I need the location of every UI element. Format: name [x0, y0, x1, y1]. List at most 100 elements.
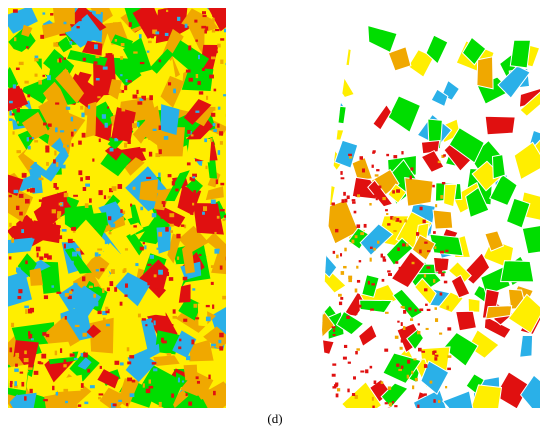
speckle: [87, 368, 91, 373]
speckle: [378, 194, 382, 199]
speckle: [149, 95, 153, 101]
speckle: [52, 385, 55, 391]
land-patch: [135, 292, 166, 317]
speckle: [8, 284, 13, 289]
land-patch: [86, 324, 102, 338]
speckle: [343, 265, 347, 269]
speckle: [347, 361, 351, 364]
speckle: [202, 11, 206, 15]
speckle: [401, 151, 404, 155]
speckle: [371, 396, 374, 401]
speckle: [11, 237, 14, 243]
speckle: [223, 94, 226, 97]
speckle: [348, 153, 352, 156]
speckle: [24, 198, 30, 204]
speckle: [336, 254, 339, 259]
speckle: [184, 23, 188, 28]
speckle: [169, 213, 175, 218]
speckle: [397, 247, 400, 251]
speckle: [340, 177, 345, 180]
speckle: [356, 265, 359, 269]
speckle: [63, 359, 67, 363]
speckle: [371, 164, 374, 168]
speckle: [186, 195, 192, 199]
field-patch: [430, 88, 449, 108]
speckle: [127, 80, 132, 83]
speckle: [163, 135, 169, 140]
speckle: [89, 385, 95, 389]
speckle: [434, 357, 438, 361]
speckle: [148, 379, 151, 384]
speckle: [149, 254, 154, 259]
speckle: [222, 218, 226, 222]
speckle: [212, 304, 215, 309]
speckle: [417, 347, 422, 352]
land-patch: [170, 390, 189, 408]
speckle: [82, 57, 86, 62]
speckle: [443, 280, 448, 284]
land-patch: [183, 364, 198, 381]
speckle: [198, 91, 204, 95]
speckle: [416, 330, 421, 335]
speckle: [73, 129, 77, 132]
field-patch: [505, 197, 531, 229]
field-patch: [420, 139, 441, 155]
speckle: [210, 106, 216, 111]
speckle: [102, 66, 108, 70]
speckle: [413, 358, 417, 361]
speckle: [125, 283, 128, 288]
speckle: [66, 129, 71, 133]
speckle: [114, 287, 118, 292]
speckle: [225, 382, 226, 386]
speckle: [145, 388, 151, 394]
speckle: [124, 142, 128, 148]
speckle: [120, 209, 123, 213]
speckle: [104, 240, 108, 245]
speckle: [161, 201, 166, 205]
speckle: [114, 360, 120, 365]
speckle: [153, 320, 156, 326]
field-patch: [507, 293, 540, 334]
speckle: [119, 301, 123, 306]
speckle: [195, 317, 200, 320]
speckle: [108, 188, 114, 193]
speckle: [382, 258, 387, 262]
speckle: [341, 199, 345, 203]
speckle: [332, 333, 336, 336]
speckle: [18, 193, 24, 198]
speckle: [38, 199, 44, 202]
speckle: [369, 246, 373, 249]
speckle: [416, 232, 420, 236]
speckle: [84, 203, 89, 209]
speckle: [395, 217, 400, 222]
speckle: [187, 129, 191, 134]
speckle: [42, 12, 46, 15]
land-patch: [55, 68, 85, 104]
speckle: [63, 21, 67, 25]
speckle: [417, 404, 420, 408]
speckle: [47, 75, 51, 81]
speckle: [372, 405, 375, 408]
speckle: [352, 201, 356, 204]
speckle: [356, 279, 361, 283]
speckle: [192, 176, 196, 179]
speckle: [343, 344, 348, 348]
speckle: [100, 268, 105, 272]
speckle: [107, 106, 110, 109]
speckle: [9, 380, 13, 385]
speckle: [447, 327, 452, 331]
speckle: [43, 399, 48, 402]
speckle: [134, 288, 137, 292]
field-patch: [322, 128, 345, 141]
field-patch: [404, 177, 434, 207]
speckle: [114, 38, 118, 42]
land-patch: [205, 186, 224, 201]
speckle: [205, 316, 211, 322]
field-patch: [499, 260, 535, 283]
speckle: [197, 81, 201, 85]
speckle: [141, 290, 144, 294]
speckle: [155, 31, 160, 35]
speckle: [202, 211, 205, 215]
land-patch: [104, 144, 124, 161]
speckle: [64, 315, 67, 320]
